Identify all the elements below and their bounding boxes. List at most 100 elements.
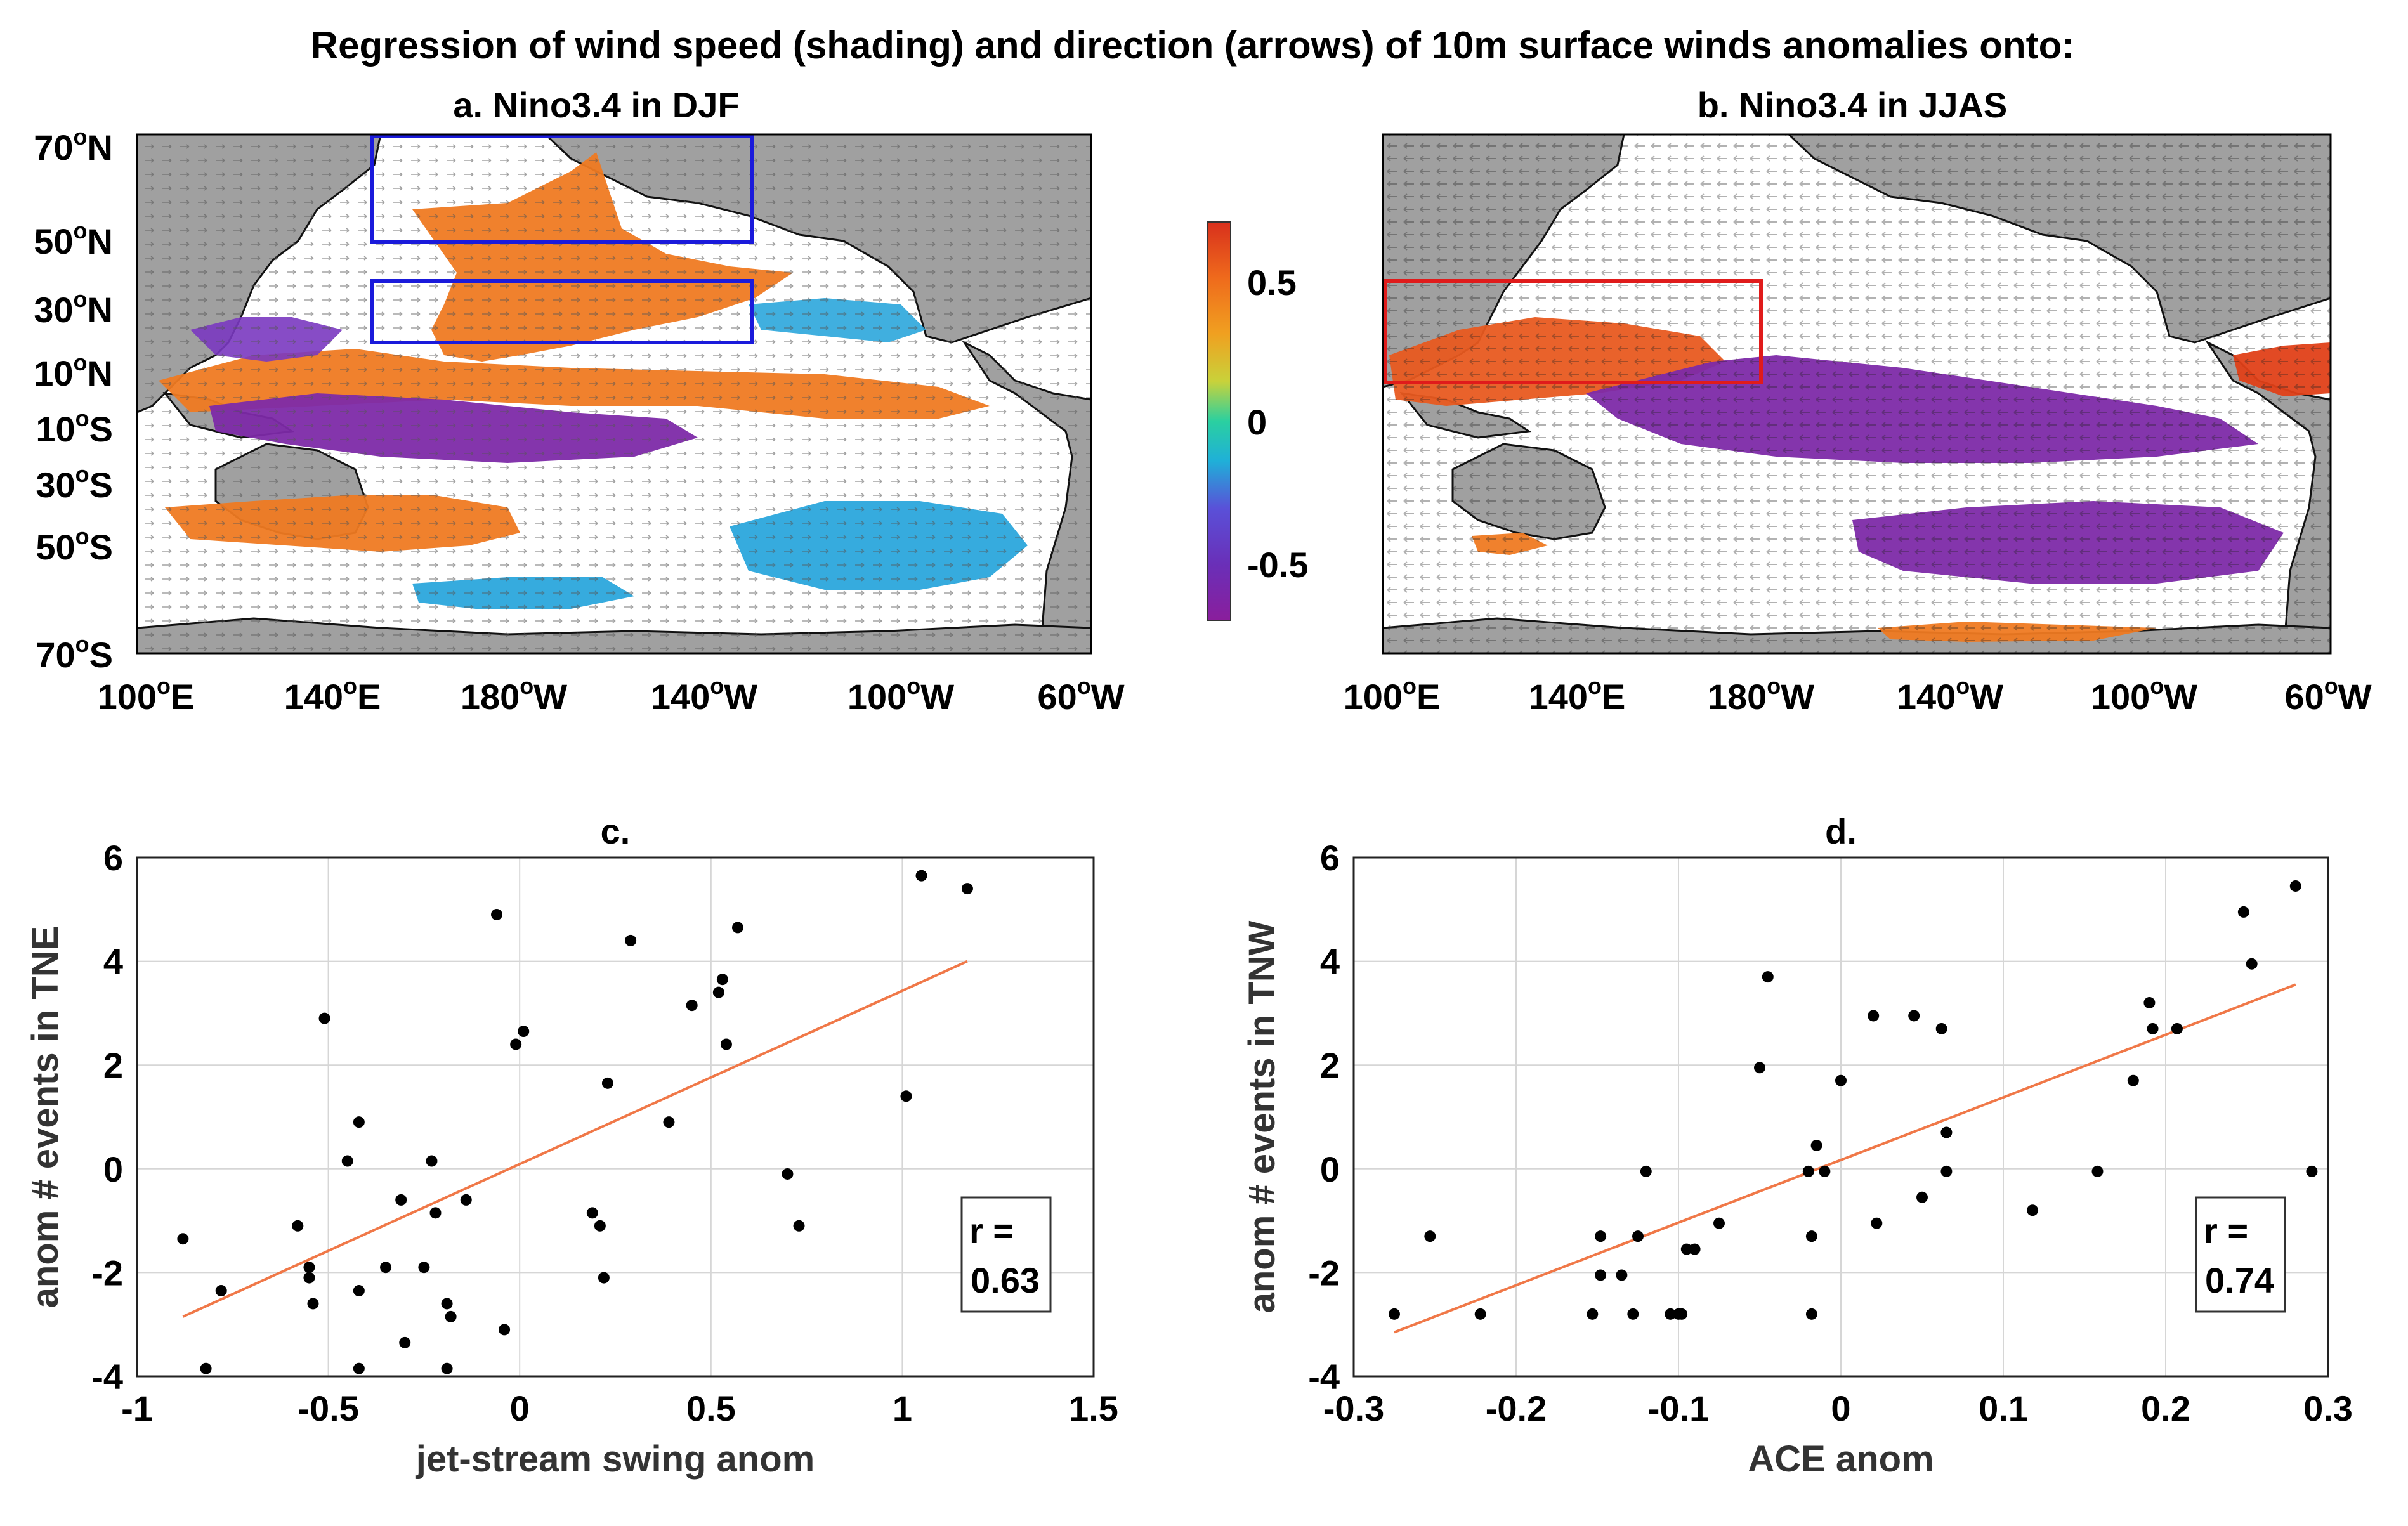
data-point: [441, 1362, 453, 1374]
y-tick-label: 4: [1320, 942, 1340, 982]
data-point: [395, 1194, 407, 1206]
map-a-lon-label: 140oE: [284, 673, 381, 717]
data-point: [2237, 906, 2249, 918]
data-point: [961, 883, 973, 895]
data-point: [1754, 1062, 1765, 1074]
map-b-lon-label: 140oE: [1529, 673, 1626, 717]
colorbar-tick: 0: [1247, 402, 1267, 442]
data-point: [399, 1336, 411, 1348]
y-tick-label: 4: [103, 942, 123, 982]
data-point: [915, 870, 927, 882]
x-tick-label: 0.1: [1979, 1388, 2028, 1428]
map-a-lat-label: 70oN: [34, 124, 113, 167]
y-axis-label: anom # events in TNE: [25, 926, 66, 1308]
regression-line: [1394, 983, 2296, 1334]
map-a-lat-labels: 70oN 50oN 30oN 10oN 10oS 30oS 50oS 70oS: [34, 124, 113, 675]
x-tick-label: 1: [893, 1388, 912, 1428]
y-tick-label: 0: [103, 1149, 123, 1189]
r-value-label: r =: [969, 1211, 1014, 1251]
data-point: [303, 1272, 315, 1284]
data-point: [2091, 1165, 2104, 1177]
data-point: [712, 986, 724, 998]
data-point: [2027, 1204, 2039, 1216]
data-point: [460, 1194, 472, 1206]
map-a-lon-label: 100oE: [98, 673, 195, 717]
data-point: [2171, 1022, 2183, 1034]
y-tick-label: 2: [1320, 1045, 1340, 1085]
data-point: [491, 908, 503, 920]
map-a-lon-label: 180oW: [461, 673, 567, 717]
y-axis-label: anom # events in TNW: [1241, 920, 1283, 1313]
data-point: [1871, 1217, 1883, 1229]
colorbar-gradient: [1207, 221, 1231, 621]
data-point: [1916, 1191, 1928, 1203]
regression-line: [182, 960, 968, 1318]
map-a-lat-label: 50oS: [36, 523, 113, 567]
map-b-lon-label: 100oW: [2091, 673, 2197, 717]
map-b-lon-label: 60oW: [2284, 673, 2371, 717]
data-point: [900, 1090, 912, 1102]
map-a-lat-label: 50oN: [34, 218, 113, 261]
data-point: [200, 1362, 212, 1374]
map-b-frame: [1382, 133, 2332, 655]
data-point: [720, 1038, 732, 1050]
data-point: [686, 1000, 698, 1012]
data-point: [732, 922, 744, 934]
data-point: [625, 934, 637, 946]
data-point: [1595, 1269, 1607, 1281]
map-a-lon-label: 100oW: [847, 673, 954, 717]
data-point: [353, 1285, 365, 1297]
r-value-label: r =: [2204, 1211, 2248, 1251]
data-point: [1689, 1243, 1701, 1255]
data-point: [1713, 1217, 1725, 1229]
data-point: [1805, 1308, 1817, 1320]
data-point: [353, 1116, 365, 1128]
data-point: [1680, 1243, 1692, 1255]
map-a-region-box-south: [370, 279, 754, 344]
r-value-box: [2195, 1196, 2286, 1313]
chart-title: c.: [601, 811, 631, 851]
map-a-region-box-north: [370, 134, 754, 244]
x-tick-label: -0.3: [1323, 1388, 1385, 1428]
data-point: [2246, 958, 2258, 970]
data-point: [1640, 1165, 1652, 1177]
data-point: [1810, 1139, 1822, 1151]
data-point: [215, 1285, 227, 1297]
map-a: a. Nino3.4 in DJF: [34, 85, 1124, 717]
data-point: [1819, 1165, 1831, 1177]
data-point: [793, 1220, 805, 1232]
map-a-lat-label: 10oS: [36, 405, 113, 449]
figure-title: Regression of wind speed (shading) and d…: [311, 24, 2074, 67]
y-tick-label: -2: [1308, 1253, 1340, 1293]
data-point: [2143, 997, 2156, 1009]
data-point: [586, 1207, 598, 1219]
x-tick-label: 0.5: [686, 1388, 736, 1428]
y-tick-label: -2: [91, 1253, 123, 1293]
data-point: [1632, 1230, 1644, 1242]
data-point: [1935, 1022, 1947, 1034]
data-point: [1802, 1165, 1814, 1177]
data-point: [594, 1220, 606, 1232]
data-point: [1868, 1010, 1880, 1022]
data-point: [2289, 880, 2301, 892]
data-point: [1805, 1230, 1817, 1242]
y-tick-label: -4: [91, 1357, 123, 1397]
data-point: [2127, 1074, 2139, 1086]
map-b-region-box: [1383, 279, 1763, 384]
data-point: [1627, 1308, 1639, 1320]
map-a-frame: [136, 133, 1092, 655]
data-point: [601, 1077, 613, 1089]
data-point: [1665, 1308, 1677, 1320]
y-tick-label: 0: [1320, 1149, 1340, 1189]
map-a-lat-label: 70oS: [36, 631, 113, 675]
x-tick-label: -0.5: [298, 1388, 359, 1428]
y-tick-label: 6: [1320, 838, 1340, 878]
data-point: [426, 1155, 438, 1167]
plot-frame: [1352, 856, 2329, 1378]
data-point: [292, 1220, 304, 1232]
map-b-lon-labels: 100oE 140oE 180oW 140oW 100oW 60oW: [1344, 673, 2372, 717]
scatter-plot-d: -0.3 -0.2 -0.1 0 0.1 0.2 0.3 -4 -2 0 2 4 6 d. ACE anom…: [1241, 811, 2353, 1480]
data-point: [1762, 971, 1774, 983]
data-point: [1424, 1230, 1436, 1242]
map-a-lon-label: 140oW: [651, 673, 757, 717]
